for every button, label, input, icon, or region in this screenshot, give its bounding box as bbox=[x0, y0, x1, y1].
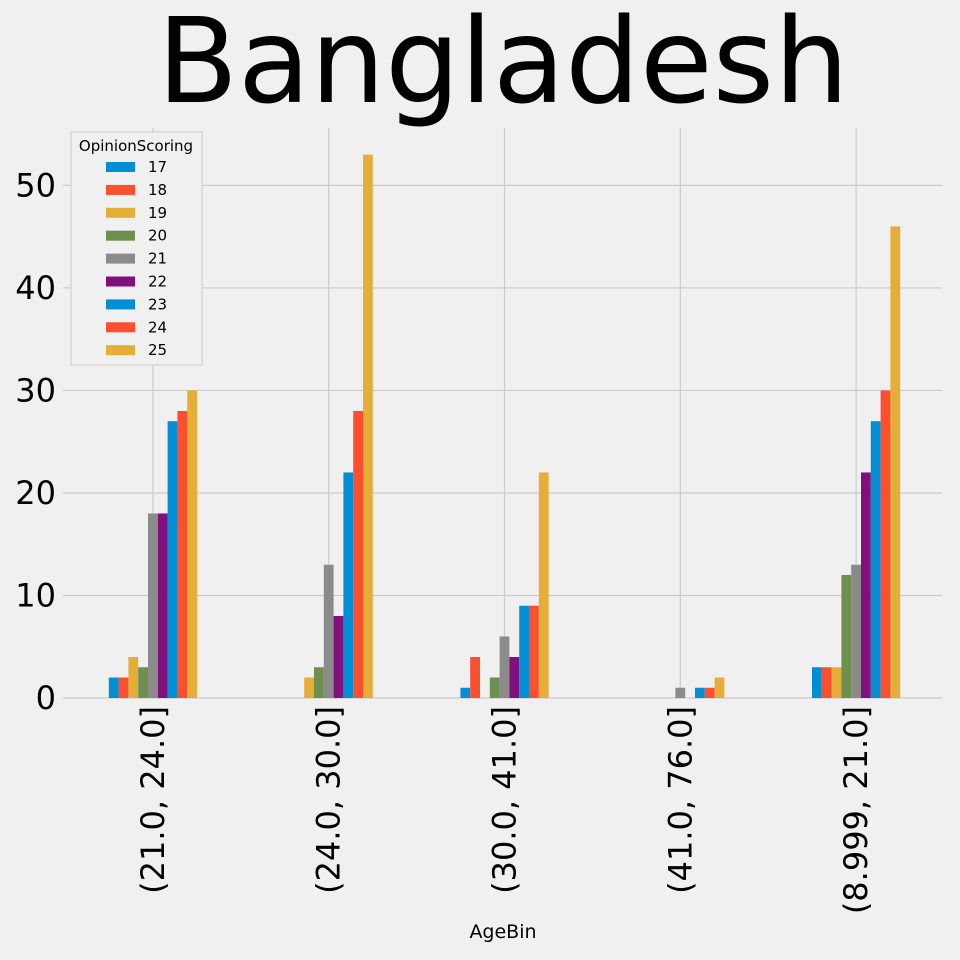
bar-19 bbox=[128, 656, 139, 698]
bar-23 bbox=[870, 421, 881, 698]
legend-label: 19 bbox=[148, 204, 167, 222]
bar-21 bbox=[323, 564, 334, 698]
y-tick-label: 50 bbox=[15, 166, 56, 204]
bar-23 bbox=[167, 421, 178, 698]
bar-24 bbox=[880, 390, 891, 698]
bar-25 bbox=[363, 154, 373, 699]
x-tick-label: (21.0, 24.0] bbox=[134, 706, 172, 894]
bar-19 bbox=[831, 667, 842, 698]
legend: OpinionScoring 17 18 19 20 21 22 23 24 25 bbox=[70, 131, 203, 366]
legend-swatch bbox=[106, 276, 135, 287]
bar-17 bbox=[812, 667, 822, 698]
legend-label: 18 bbox=[148, 181, 167, 199]
legend-items: 17 18 19 20 21 22 23 24 25 bbox=[106, 158, 167, 359]
bar-20 bbox=[841, 574, 852, 698]
legend-swatch bbox=[106, 299, 135, 310]
bar-17 bbox=[460, 687, 471, 698]
y-tick-label: 30 bbox=[15, 371, 56, 409]
bar-22 bbox=[509, 656, 520, 698]
bar-18 bbox=[118, 677, 129, 698]
legend-label: 23 bbox=[148, 295, 167, 313]
bar-23 bbox=[343, 472, 354, 698]
bar-21 bbox=[499, 636, 510, 698]
legend-swatch bbox=[106, 230, 135, 241]
legend-title: OpinionScoring bbox=[79, 137, 193, 155]
legend-label: 21 bbox=[148, 250, 167, 268]
legend-swatch bbox=[106, 162, 135, 172]
y-tick-label: 10 bbox=[15, 576, 56, 614]
chart-title: Bangladesh bbox=[157, 0, 849, 130]
gridlines bbox=[63, 128, 942, 699]
x-tick-label: (8.999, 21.0] bbox=[837, 706, 875, 914]
bar-24 bbox=[177, 410, 188, 698]
bar-21 bbox=[148, 513, 158, 698]
x-axis-label: AgeBin bbox=[469, 921, 536, 943]
bar-22 bbox=[333, 615, 344, 698]
bar-18 bbox=[821, 667, 832, 698]
bar-22 bbox=[861, 472, 871, 698]
legend-label: 20 bbox=[148, 227, 167, 245]
legend-swatch bbox=[106, 207, 135, 218]
bar-24 bbox=[704, 687, 715, 698]
bar-25 bbox=[890, 226, 901, 698]
x-tick-label: (24.0, 30.0] bbox=[310, 706, 348, 894]
bars bbox=[108, 154, 901, 699]
bar-20 bbox=[489, 677, 500, 698]
bar-24 bbox=[353, 410, 363, 698]
legend-swatch bbox=[106, 253, 135, 264]
y-axis-ticks: 0 10 20 30 40 50 bbox=[15, 166, 56, 717]
bar-25 bbox=[714, 677, 725, 698]
legend-swatch bbox=[106, 345, 135, 356]
legend-frame bbox=[70, 131, 203, 366]
bar-20 bbox=[314, 667, 324, 698]
legend-label: 25 bbox=[148, 341, 167, 359]
y-tick-label: 0 bbox=[36, 679, 56, 717]
bar-23 bbox=[695, 687, 705, 698]
bar-18 bbox=[470, 656, 480, 698]
legend-label: 24 bbox=[148, 318, 167, 336]
y-tick-label: 20 bbox=[15, 474, 56, 512]
bar-21 bbox=[675, 687, 686, 698]
y-tick-label: 40 bbox=[15, 269, 56, 307]
x-tick-label: (41.0, 76.0] bbox=[661, 706, 699, 894]
bar-21 bbox=[851, 564, 861, 698]
x-tick-label: (30.0, 41.0] bbox=[486, 706, 524, 894]
bar-17 bbox=[108, 677, 119, 698]
legend-label: 17 bbox=[148, 158, 167, 176]
legend-swatch bbox=[106, 184, 135, 195]
x-axis-ticks: (21.0, 24.0] (24.0, 30.0] (30.0, 41.0] (41.… bbox=[134, 706, 875, 914]
bar-25 bbox=[538, 472, 549, 698]
bar-22 bbox=[157, 513, 168, 698]
bar-20 bbox=[138, 667, 148, 698]
bar-19 bbox=[304, 677, 314, 698]
bar-25 bbox=[187, 390, 197, 698]
legend-label: 22 bbox=[148, 273, 167, 291]
bar-23 bbox=[519, 605, 529, 698]
legend-swatch bbox=[106, 322, 135, 333]
bar-24 bbox=[529, 605, 539, 698]
